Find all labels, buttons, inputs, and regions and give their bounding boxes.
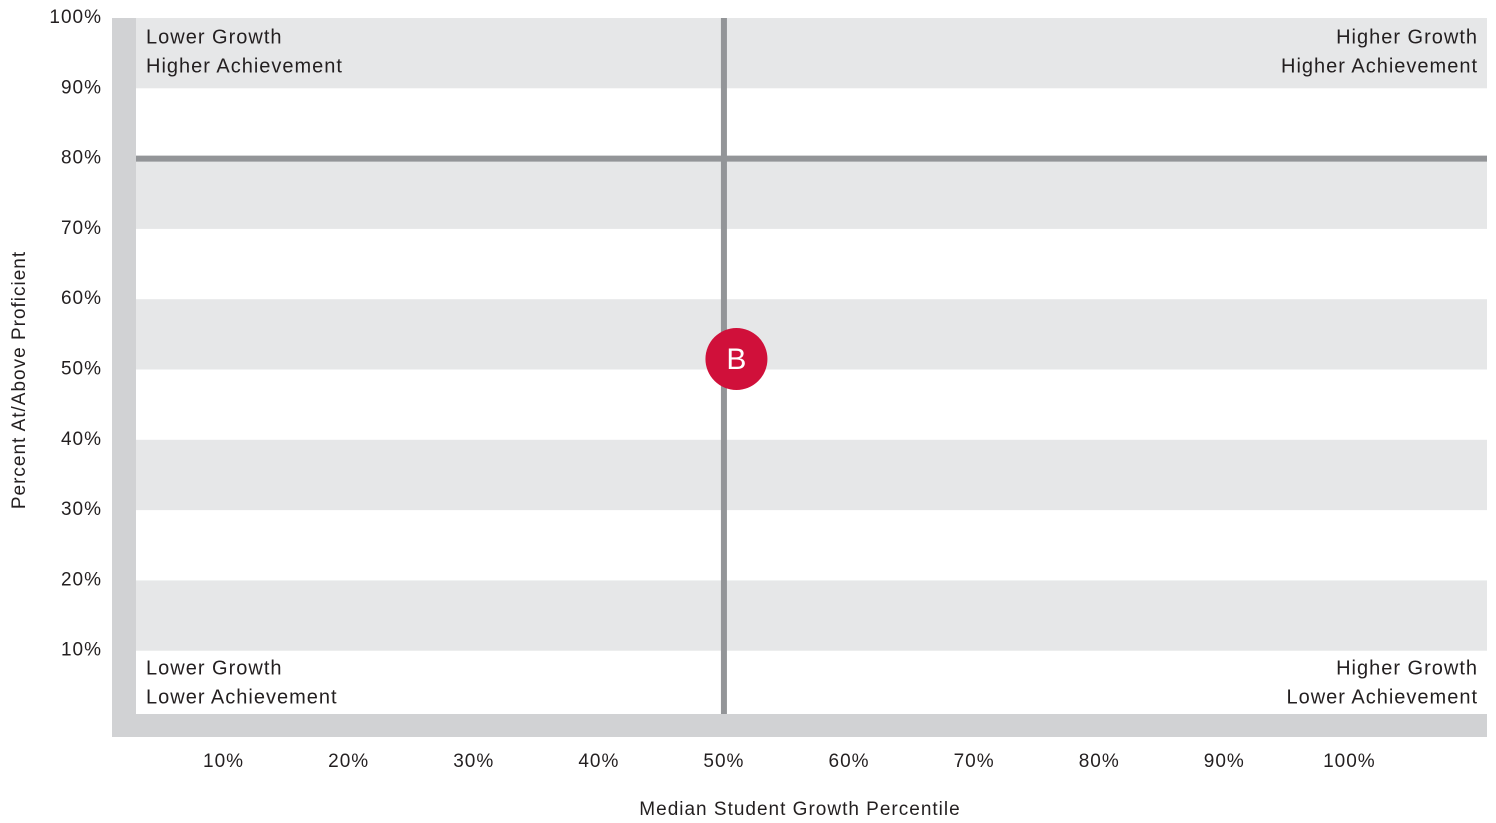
left-frame [112, 18, 136, 737]
y-tick-label: 100% [49, 7, 102, 28]
y-tick-label: 30% [61, 499, 102, 520]
quadrant-label: Lower Growth [146, 26, 283, 48]
x-tick-label: 80% [1079, 751, 1120, 772]
y-tick-label: 70% [61, 218, 102, 239]
quadrant-label: Lower Achievement [146, 686, 338, 708]
point [705, 327, 768, 390]
y-tick-label: 80% [61, 148, 102, 169]
band [136, 580, 1487, 651]
x-tick-label: 40% [578, 751, 619, 772]
quadrant-label: Higher Growth [1336, 657, 1478, 679]
band [136, 158, 1487, 229]
quadrant-label: Higher Growth [1336, 26, 1478, 48]
band [136, 439, 1487, 511]
y-tick-label: 10% [61, 640, 102, 661]
x-tick-label: 30% [453, 751, 494, 772]
x-tick-label: 20% [328, 751, 369, 772]
bottom-frame [112, 714, 1487, 737]
x-tick-label: 60% [829, 751, 870, 772]
quadrant-label: Lower Achievement [1286, 686, 1478, 708]
y-tick-label: 40% [61, 429, 102, 450]
x-tick-label: 50% [703, 751, 744, 772]
quadrant-label: Higher Achievement [1281, 55, 1478, 77]
y-tick-label: 90% [61, 77, 102, 98]
y-tick-label: 60% [61, 288, 102, 309]
quadrant-label: Higher Achievement [146, 55, 343, 77]
x-tick-label: 90% [1204, 751, 1245, 772]
y-tick-label: 20% [61, 569, 102, 590]
band [136, 299, 1487, 370]
x-axis-title: Median Student Growth Percentile [639, 799, 960, 820]
band [136, 18, 1487, 89]
y-tick-label: 50% [61, 359, 102, 380]
point-label: B [726, 343, 746, 376]
x-tick-label: 10% [203, 751, 244, 772]
y-axis-title: Percent At/Above Proficient [9, 251, 30, 509]
quadrant-label: Lower Growth [146, 657, 283, 679]
x-tick-label: 100% [1323, 751, 1376, 772]
x-tick-label: 70% [954, 751, 995, 772]
